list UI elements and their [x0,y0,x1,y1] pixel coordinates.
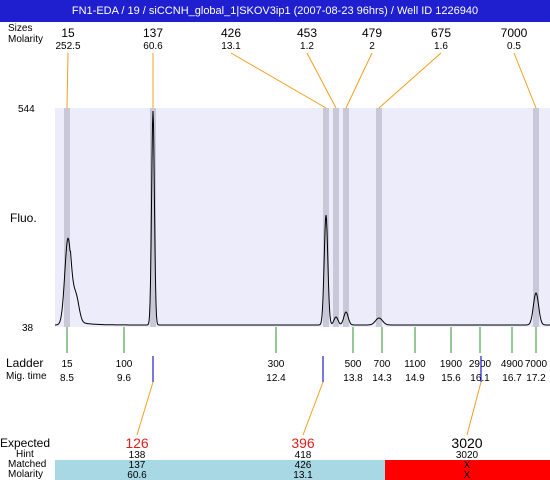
peak-molarity-label: 60.6 [143,41,163,52]
hint-value: 3020 [456,450,479,461]
ladder-size-label: 7000 [525,359,548,370]
peak-molarity-label: 2 [369,41,375,52]
peak-size-label: 137 [143,26,163,40]
hint-label: Hint [16,449,34,460]
ladder-time-label: 9.6 [117,373,131,384]
peak-size-label: 453 [297,26,317,40]
matched-label: Matched [8,459,47,470]
ladder-size-label: 1900 [440,359,463,370]
peak-size-label: 7000 [501,26,528,40]
expected-size: 126 [125,435,149,451]
peak-band [150,108,156,327]
ladder-time-label: 17.2 [526,373,546,384]
matched-value: 426 [295,460,312,471]
peak-molarity-label: 1.6 [434,41,448,52]
sizes-label: Sizes [8,23,33,34]
peak-band [333,108,339,327]
window-title: FN1-EDA / 19 / siCCNH_global_1|SKOV3ip1 … [0,0,550,22]
peak-connector [230,52,327,109]
peak-connector [345,52,373,109]
peak-band [533,108,539,327]
ladder-time-label: 14.9 [405,373,425,384]
expected-connector [136,381,154,436]
peak-band [64,108,70,327]
expected-size: 3020 [451,435,482,451]
peak-molarity-label: 1.2 [300,41,314,52]
match-row-bg [55,460,220,480]
ladder-time-label: 16.1 [470,373,490,384]
peak-molarity-label: 0.5 [507,41,521,52]
hint-value: 418 [295,450,312,461]
hint-value: 138 [129,450,146,461]
y-axis-min: 38 [22,323,34,334]
peak-size-label: 15 [61,26,75,40]
ladder-time-label: 14.3 [372,373,392,384]
peak-size-label: 426 [221,26,241,40]
peak-molarity-label: 252.5 [55,41,80,52]
plot-area [55,108,550,327]
peak-molarity-label: 13.1 [221,41,241,52]
molarity-value: 60.6 [127,470,147,480]
ladder-size-label: 4900 [501,359,524,370]
expected-connector [302,381,324,436]
peak-band [343,108,349,327]
peak-size-label: 675 [431,26,451,40]
match-row-bg [220,460,385,480]
match-row-bg [385,460,550,480]
ladder-time-label: 13.8 [343,373,363,384]
matched-value: X [464,460,471,471]
matched-value: 137 [129,460,146,471]
peak-band [376,108,382,327]
ladder-size-label: 2900 [469,359,492,370]
ladder-size-label: 15 [61,359,73,370]
molarity-label: Molarity [8,34,44,45]
ladder-size-label: 1100 [404,359,426,370]
mig-time-label: Mig. time [6,371,47,382]
ladder-size-label: 500 [345,359,362,370]
peak-connector [66,52,69,109]
peak-connector [513,52,537,109]
peak-connector [306,52,337,109]
ladder-time-label: 16.7 [502,373,522,384]
ladder-time-label: 12.4 [266,373,286,384]
fluo-axis-label: Fluo. [10,211,37,225]
peak-connector [378,52,442,109]
molarity-value: 13.1 [293,470,313,480]
ladder-size-label: 700 [374,359,391,370]
y-axis-max: 544 [18,104,35,115]
peak-size-label: 479 [362,26,382,40]
ladder-size-label: 100 [116,359,133,370]
molarity-value: X [464,470,471,480]
ladder-size-label: 300 [268,359,285,370]
expected-label: Expected [0,436,51,450]
ladder-time-label: 15.6 [441,373,461,384]
expected-size: 396 [291,435,315,451]
molarity-bottom-label: Molarity [8,469,44,480]
ladder-label: Ladder [6,356,44,370]
expected-connector [466,381,482,436]
ladder-time-label: 8.5 [60,373,74,384]
fluorescence-trace [55,110,550,326]
